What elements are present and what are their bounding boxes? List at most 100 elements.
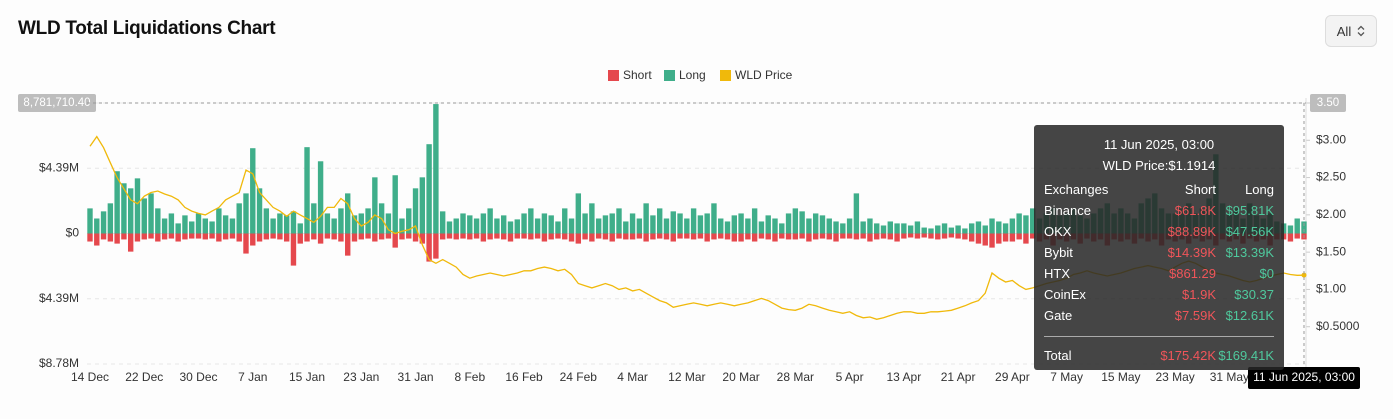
bar [751,208,758,234]
bar [874,223,880,234]
bar [487,208,493,234]
bar [392,175,398,234]
bar [833,233,839,242]
bar [107,203,114,234]
bar [562,233,568,240]
tooltip-row: OKX $88.89K $47.56K [1044,221,1274,242]
bar [779,223,785,234]
bar [480,233,487,242]
bar [1002,223,1009,234]
x-tick-label: 31 Jan [398,370,434,384]
tooltip-cell: $61.8K [1174,203,1216,218]
bar [968,223,975,234]
bar [439,233,446,240]
x-tick-label: 7 May [1050,370,1083,384]
bar [372,177,378,234]
bar [745,233,751,240]
crosshair-label-box [18,94,96,112]
bar [785,213,792,234]
bar [243,193,249,234]
bar [819,215,826,234]
bar [840,233,846,239]
tooltip-cell: $95.81K [1225,203,1274,218]
tooltip-price: WLD Price:$1.1914 [1102,158,1216,173]
bar [216,208,222,234]
bar [433,104,439,234]
bar [670,211,676,234]
bar [87,233,93,242]
bar [487,233,493,240]
range-selector[interactable]: All [1325,15,1377,47]
bar [541,213,548,234]
tooltip-header: Exchanges Short Long [1044,179,1274,200]
y2-tick-label: $2.00 [1316,207,1346,221]
bar [534,233,541,239]
chevron-icon [1357,25,1365,37]
bar [148,233,154,239]
tooltip-cell: Gate [1044,308,1073,323]
bar [772,233,778,242]
bar [1002,233,1009,242]
bar [507,233,514,242]
bar [975,233,982,244]
bar [426,144,432,234]
bar [643,203,649,234]
bar [501,215,507,234]
tooltip-cell: Short [1184,182,1216,197]
bar [636,218,643,234]
bar [256,233,263,242]
tooltip-cell: $861.29 [1169,266,1216,281]
bar [127,188,134,234]
bar [962,233,968,240]
legend-swatch [664,70,675,81]
bar [684,233,690,239]
bar [887,221,893,234]
bar [880,225,887,234]
bar [690,233,697,240]
y-tick-label: 8,781,710.40 [23,97,90,109]
tooltip-cell: $14.39K [1167,245,1216,260]
bar [168,233,175,239]
x-tick-label: 4 Mar [617,370,648,384]
bar [412,233,419,242]
bar [399,233,405,240]
bar [656,208,663,234]
tooltip-row: Binance $61.8K $95.81K [1044,200,1274,221]
legend-label: Short [623,68,652,82]
bar [731,233,738,242]
tooltip-cell: $13.39K [1225,245,1274,260]
x-tick-label: 15 Jan [289,370,325,384]
bar [650,215,656,234]
x-tick-label: 5 Apr [836,370,864,384]
bar [955,233,961,239]
bar [507,221,514,234]
tooltip-cell: Bybit [1044,245,1073,260]
bar [317,233,324,244]
bar [894,223,900,234]
bar [860,233,866,239]
bar [473,218,480,234]
x-tick-label: 14 Dec [71,370,109,384]
bar [616,233,622,239]
bar [907,225,914,234]
x-tick-label: 31 May [1210,370,1249,384]
bar [494,233,500,239]
bar [324,233,331,239]
bar [1016,213,1022,234]
bar [304,233,310,242]
bar [473,233,480,239]
bar [365,208,371,234]
bar [806,233,812,242]
bar [175,233,181,242]
bar [996,233,1002,244]
bar [568,233,575,242]
bar [738,233,744,242]
price-point [1301,272,1307,278]
bar [663,233,670,240]
bar [711,203,717,234]
bar [989,218,995,234]
bar [758,221,765,234]
bar [968,233,975,242]
legend-label: Long [679,68,706,82]
tooltip-cell: Total [1044,348,1072,363]
